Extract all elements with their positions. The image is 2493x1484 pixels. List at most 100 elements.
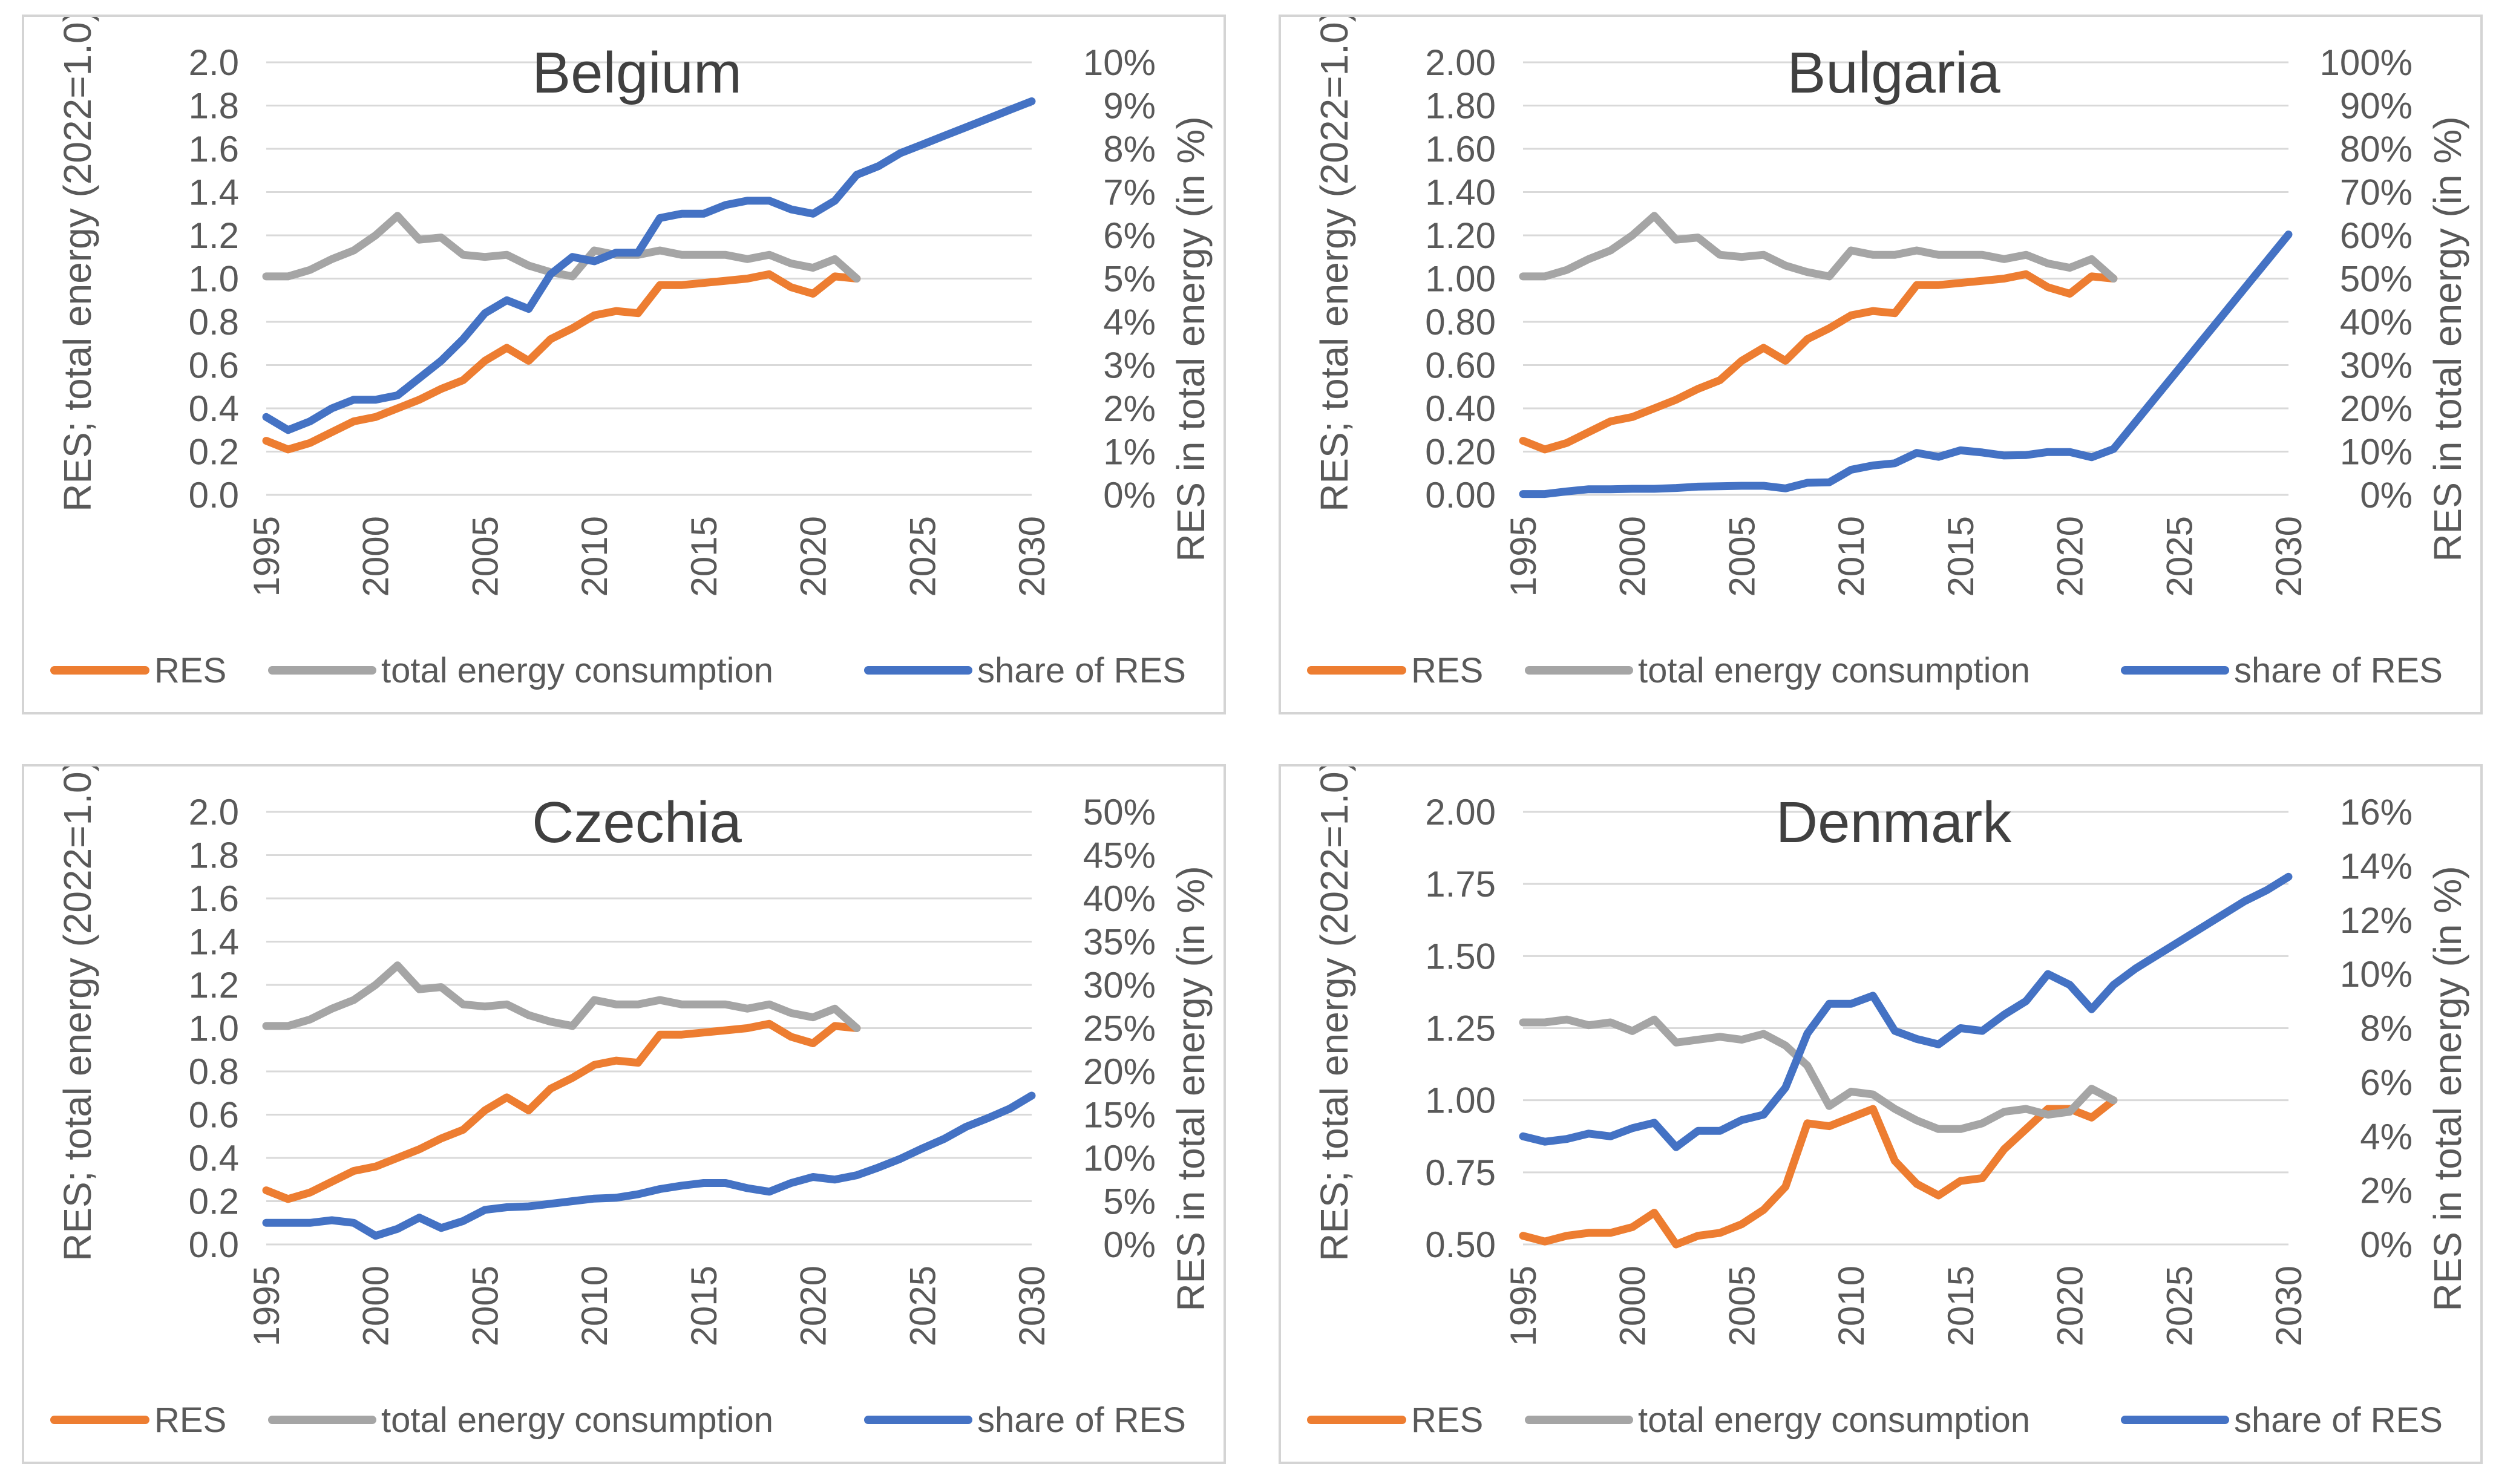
y2-tick-label: 90% [2340, 86, 2413, 126]
y-tick-label: 1.4 [189, 172, 239, 213]
x-tick-label: 2030 [1012, 1266, 1052, 1346]
y2-tick-label: 1% [1103, 432, 1156, 472]
y2-axis-label: RES in total energy (in %) [2426, 116, 2469, 561]
y2-tick-label: 9% [1103, 86, 1156, 126]
y2-tick-label: 10% [1083, 42, 1156, 83]
y2-tick-label: 7% [1103, 172, 1156, 213]
y2-tick-label: 70% [2340, 172, 2413, 213]
y2-tick-label: 4% [2360, 1116, 2413, 1157]
x-tick-label: 2020 [2050, 1266, 2091, 1346]
x-tick-label: 2025 [902, 516, 943, 597]
y2-tick-label: 0% [2360, 475, 2413, 515]
y2-tick-label: 8% [1103, 129, 1156, 169]
y-tick-label: 0.0 [189, 1224, 239, 1265]
y-tick-label: 0.0 [189, 475, 239, 515]
x-tick-label: 2000 [356, 1266, 396, 1346]
y2-tick-label: 100% [2320, 42, 2413, 83]
y2-tick-label: 80% [2340, 129, 2413, 169]
y-tick-label: 1.2 [189, 215, 239, 256]
y-tick-label: 2.00 [1425, 792, 1496, 832]
y2-tick-label: 8% [2360, 1008, 2413, 1049]
series-line-total-energy-consumption [1519, 212, 2118, 283]
y-axis-label: RES; total energy (2022=1.0) [56, 767, 99, 1261]
y-tick-label: 0.6 [189, 345, 239, 386]
chart-bulgaria: 0.000.200.400.600.801.001.201.401.601.80… [1307, 17, 2469, 690]
y-axis-label: RES; total energy (2022=1.0) [1312, 767, 1356, 1261]
x-tick-label: 2020 [793, 516, 834, 597]
y-tick-label: 0.40 [1425, 388, 1496, 429]
series-line-total-energy-consumption [262, 212, 861, 283]
y2-tick-label: 10% [1083, 1138, 1156, 1178]
y2-tick-label: 50% [1083, 792, 1156, 832]
x-tick-label: 2015 [1941, 1266, 1981, 1346]
y-tick-label: 1.00 [1425, 259, 1496, 299]
y2-tick-label: 0% [2360, 1224, 2413, 1265]
x-tick-label: 2030 [2269, 1266, 2309, 1346]
y2-tick-label: 15% [1083, 1095, 1156, 1136]
x-tick-label: 1995 [1503, 1266, 1544, 1346]
legend-label: total energy consumption [1638, 1401, 2030, 1440]
chart-title: Denmark [1776, 790, 2012, 855]
y-axis-label: RES; total energy (2022=1.0) [1312, 17, 1356, 512]
x-tick-label: 2025 [2159, 516, 2200, 597]
x-tick-label: 2005 [1722, 1266, 1762, 1346]
y-tick-label: 1.8 [189, 835, 239, 876]
x-tick-label: 2010 [1831, 1266, 1872, 1346]
legend-label: share of RES [2234, 651, 2443, 690]
y-tick-label: 1.40 [1425, 172, 1496, 213]
y-tick-label: 0.00 [1425, 475, 1496, 515]
chart-title: Bulgaria [1787, 41, 2000, 105]
y2-tick-label: 3% [1103, 345, 1156, 386]
y2-axis-label: RES in total energy (in %) [1169, 866, 1213, 1311]
legend-label: share of RES [2234, 1401, 2443, 1440]
x-tick-label: 2005 [465, 516, 505, 597]
y-tick-label: 1.0 [189, 1008, 239, 1049]
y-tick-label: 1.0 [189, 259, 239, 299]
x-tick-label: 2000 [1613, 516, 1653, 597]
series-line-res [262, 270, 861, 454]
y2-axis-label: RES in total energy (in %) [1169, 116, 1213, 561]
legend-label: RES [1411, 1401, 1483, 1440]
legend-label: share of RES [977, 651, 1186, 690]
x-tick-label: 2015 [1941, 516, 1981, 597]
y2-axis-label: RES in total energy (in %) [2426, 866, 2469, 1311]
y-tick-label: 0.8 [189, 302, 239, 342]
x-tick-label: 2020 [2050, 516, 2091, 597]
legend-label: RES [154, 1401, 226, 1440]
chart-czechia: 0.00.20.40.60.81.01.21.41.61.82.0 0%5%10%… [50, 767, 1213, 1440]
x-tick-label: 2015 [684, 516, 724, 597]
x-tick-label: 2000 [356, 516, 396, 597]
y-tick-label: 1.00 [1425, 1080, 1496, 1121]
y2-tick-label: 0% [1103, 1224, 1156, 1265]
x-tick-label: 2025 [2159, 1266, 2200, 1346]
y2-tick-label: 6% [1103, 215, 1156, 256]
y2-tick-label: 5% [1103, 259, 1156, 299]
y2-tick-label: 2% [2360, 1171, 2413, 1211]
y-axis-label: RES; total energy (2022=1.0) [56, 17, 99, 512]
y2-tick-label: 45% [1083, 835, 1156, 876]
legend-label: share of RES [977, 1401, 1186, 1440]
x-tick-label: 2010 [1831, 516, 1872, 597]
chart-belgium: 0.00.20.40.60.81.01.21.41.61.82.0 0%1%2%3… [50, 17, 1213, 690]
y2-tick-label: 20% [2340, 388, 2413, 429]
x-tick-label: 2030 [1012, 516, 1052, 597]
y2-tick-label: 30% [2340, 345, 2413, 386]
y-tick-label: 1.8 [189, 86, 239, 126]
y-tick-label: 0.2 [189, 432, 239, 472]
y-tick-label: 0.20 [1425, 432, 1496, 472]
x-tick-label: 2005 [465, 1266, 505, 1346]
y-tick-label: 0.8 [189, 1051, 239, 1092]
y2-tick-label: 0% [1103, 475, 1156, 515]
x-tick-label: 2025 [902, 1266, 943, 1346]
y-tick-label: 0.6 [189, 1095, 239, 1136]
legend-label: total energy consumption [381, 1401, 773, 1440]
series-line-share-of-res [1519, 230, 2293, 498]
y2-tick-label: 60% [2340, 215, 2413, 256]
y2-tick-label: 16% [2340, 792, 2413, 832]
chart-title: Czechia [532, 790, 742, 855]
chart-panel-denmark: 0.50 0.75 1.00 1.25 1.50 1.75 2.00 0% 2% 4% 6% 8% 10… [1279, 764, 2483, 1464]
legend-label: total energy consumption [1638, 651, 2030, 690]
y2-tick-label: 20% [1083, 1051, 1156, 1092]
x-tick-label: 2010 [574, 516, 615, 597]
y-tick-label: 0.75 [1425, 1152, 1496, 1193]
